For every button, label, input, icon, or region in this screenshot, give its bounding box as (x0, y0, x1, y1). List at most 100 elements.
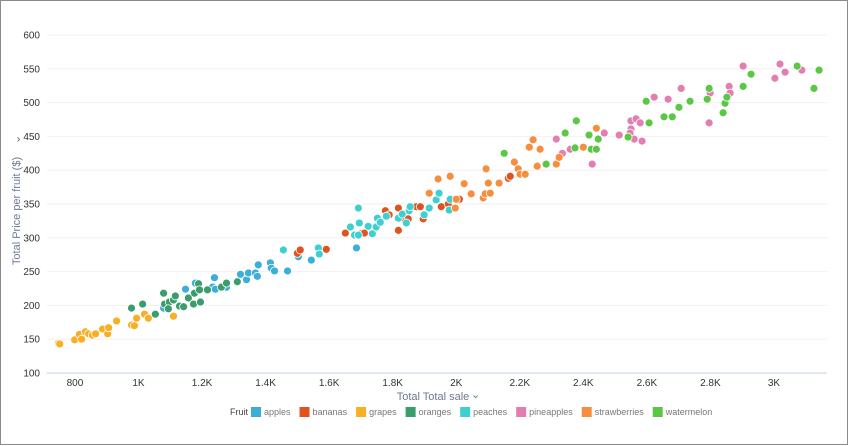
data-point-strawberries[interactable] (481, 164, 491, 174)
data-point-watermelon[interactable] (593, 134, 603, 144)
data-point-bananas[interactable] (340, 228, 350, 238)
data-point-strawberries[interactable] (433, 174, 443, 184)
data-point-watermelon[interactable] (702, 94, 712, 104)
data-point-pineapples[interactable] (587, 159, 597, 169)
data-point-pineapples[interactable] (775, 59, 785, 69)
data-point-oranges[interactable] (222, 278, 231, 288)
data-point-peaches[interactable] (314, 249, 324, 259)
data-point-bananas[interactable] (321, 244, 331, 254)
legend-item-grapes[interactable]: grapes (356, 407, 397, 417)
data-point-bananas[interactable] (393, 225, 403, 235)
data-point-oranges[interactable] (203, 285, 212, 295)
data-point-peaches[interactable] (354, 218, 364, 228)
data-point-watermelon[interactable] (591, 144, 601, 154)
data-point-watermelon[interactable] (792, 61, 802, 71)
data-point-peaches[interactable] (353, 203, 363, 213)
data-point-bananas[interactable] (505, 171, 515, 181)
data-point-oranges[interactable] (232, 277, 242, 287)
data-point-peaches[interactable] (346, 222, 355, 232)
data-point-peaches[interactable] (363, 221, 373, 231)
legend-item-watermelon[interactable]: watermelon (652, 407, 713, 417)
data-point-strawberries[interactable] (485, 188, 495, 198)
data-point-oranges[interactable] (196, 297, 205, 307)
data-point-peaches[interactable] (405, 202, 415, 212)
legend-item-bananas[interactable]: bananas (299, 407, 348, 417)
data-point-strawberries[interactable] (450, 203, 460, 213)
data-point-peaches[interactable] (375, 217, 385, 227)
data-point-pineapples[interactable] (663, 94, 673, 104)
data-point-bananas[interactable] (295, 245, 305, 255)
data-point-strawberries[interactable] (535, 144, 545, 154)
data-point-watermelon[interactable] (738, 81, 748, 91)
data-point-oranges[interactable] (179, 302, 189, 312)
data-point-pineapples[interactable] (704, 118, 714, 128)
data-point-strawberries[interactable] (483, 178, 493, 188)
legend-item-peaches[interactable]: peaches (460, 407, 508, 417)
legend-item-pineapples[interactable]: pineapples (516, 407, 573, 417)
data-point-watermelon[interactable] (667, 112, 677, 122)
data-point-pineapples[interactable] (770, 73, 780, 83)
data-point-oranges[interactable] (183, 293, 193, 303)
data-point-peaches[interactable] (367, 229, 377, 239)
data-point-oranges[interactable] (159, 288, 169, 298)
data-point-grapes[interactable] (104, 323, 114, 333)
data-point-grapes[interactable] (112, 316, 121, 326)
legend-item-apples[interactable]: apples (251, 407, 291, 417)
data-point-oranges[interactable] (170, 291, 180, 301)
data-point-watermelon[interactable] (674, 102, 684, 112)
data-point-peaches[interactable] (381, 211, 391, 221)
data-point-grapes[interactable] (169, 311, 178, 321)
data-point-watermelon[interactable] (541, 159, 551, 169)
data-point-oranges[interactable] (150, 309, 160, 319)
data-point-oranges[interactable] (127, 303, 136, 313)
x-axis-label[interactable]: Total Total sale (397, 391, 470, 403)
data-point-watermelon[interactable] (659, 112, 669, 122)
data-point-apples[interactable] (306, 255, 316, 265)
data-point-grapes[interactable] (143, 313, 153, 323)
data-point-apples[interactable] (252, 271, 262, 281)
data-point-peaches[interactable] (353, 230, 363, 240)
data-point-watermelon[interactable] (623, 132, 633, 142)
data-point-strawberries[interactable] (424, 188, 434, 198)
legend-item-oranges[interactable]: oranges (405, 407, 452, 417)
data-point-apples[interactable] (181, 284, 190, 294)
data-point-grapes[interactable] (91, 329, 101, 339)
data-point-watermelon[interactable] (814, 65, 824, 75)
data-point-peaches[interactable] (401, 218, 411, 228)
legend-item-strawberries[interactable]: strawberries (581, 407, 645, 417)
data-point-strawberries[interactable] (466, 189, 476, 199)
data-point-watermelon[interactable] (704, 84, 714, 93)
data-point-watermelon[interactable] (718, 108, 728, 118)
data-point-pineapples[interactable] (614, 130, 624, 140)
data-point-strawberries[interactable] (578, 142, 588, 152)
data-point-apples[interactable] (283, 266, 292, 276)
data-point-watermelon[interactable] (809, 84, 819, 93)
data-point-strawberries[interactable] (591, 123, 601, 133)
data-point-strawberries[interactable] (494, 178, 504, 188)
data-point-peaches[interactable] (424, 203, 434, 213)
x-axis-chevron-down-icon[interactable]: ⌄ (471, 389, 480, 401)
data-point-grapes[interactable] (77, 334, 87, 344)
data-point-peaches[interactable] (278, 245, 288, 255)
data-point-watermelon[interactable] (560, 128, 570, 138)
data-point-pineapples[interactable] (599, 128, 609, 138)
data-point-strawberries[interactable] (509, 157, 519, 167)
data-point-strawberries[interactable] (520, 169, 530, 179)
data-point-pineapples[interactable] (551, 134, 561, 144)
data-point-grapes[interactable] (55, 339, 65, 349)
data-point-watermelon[interactable] (584, 130, 594, 140)
data-point-strawberries[interactable] (445, 171, 455, 181)
data-point-pineapples[interactable] (676, 84, 686, 93)
data-point-bananas[interactable] (415, 202, 425, 212)
x-axis-title[interactable]: Total Total sale ⌄ (397, 389, 481, 403)
data-point-watermelon[interactable] (685, 96, 695, 106)
data-point-watermelon[interactable] (641, 96, 651, 106)
data-point-strawberries[interactable] (528, 135, 538, 145)
data-point-watermelon[interactable] (499, 148, 509, 158)
data-point-watermelon[interactable] (644, 118, 654, 128)
data-point-pineapples[interactable] (738, 61, 748, 71)
data-point-strawberries[interactable] (459, 179, 469, 189)
data-point-pineapples[interactable] (637, 136, 647, 146)
data-point-pineapples[interactable] (780, 67, 790, 77)
data-point-grapes[interactable] (132, 313, 141, 323)
